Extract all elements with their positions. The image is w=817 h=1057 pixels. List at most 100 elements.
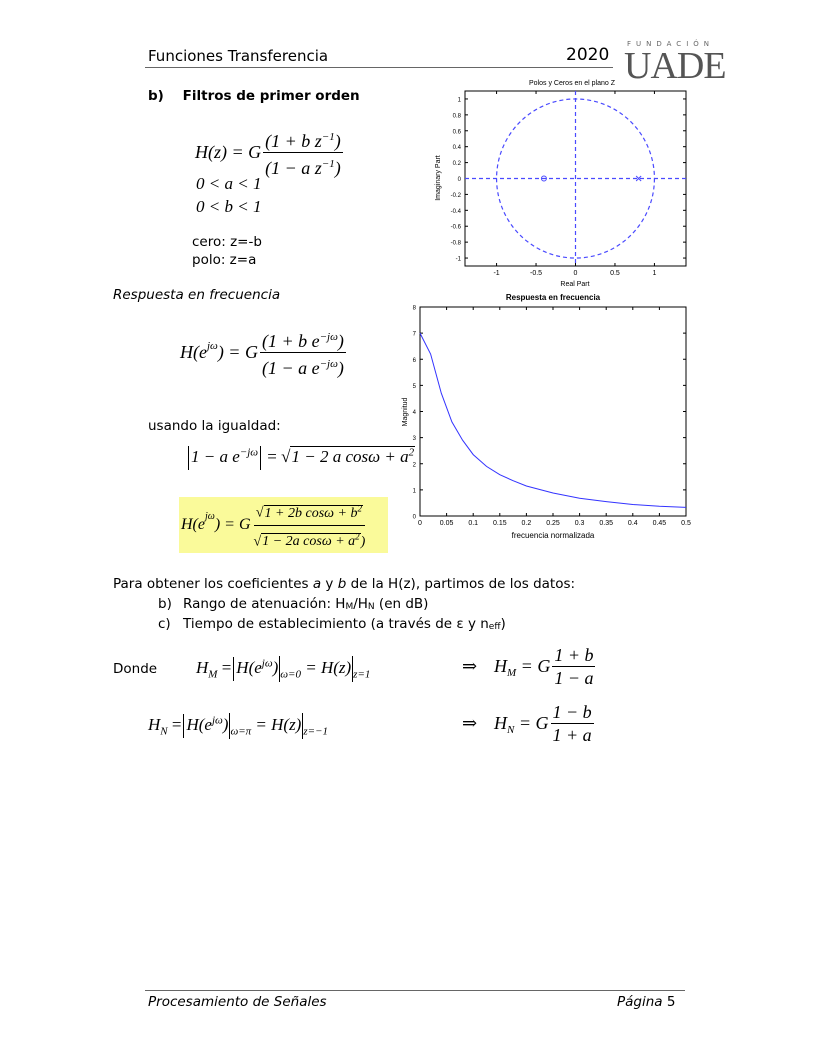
y-tick-label: 1 [413,488,417,494]
hejw-num: (1 + b e [261,331,320,351]
hn-lhs-sub: N [160,725,168,738]
freq-heading: Respuesta en frecuencia [113,287,281,303]
hn-res-sub: N [507,724,515,736]
list-text2: ) [500,616,506,632]
identity-lhs: 1 − a e [191,446,240,466]
section-label: b) [148,88,164,104]
hl-den-close: ) [360,534,366,550]
y-tick-label: 0.8 [453,113,462,119]
x-tick-label: 0.1 [468,520,478,527]
paragraph-b: b [337,576,347,592]
y-tick-label: 2 [413,462,417,468]
donde-label: Donde [113,661,158,677]
identity-equation: 1 − a e−jω = √1 − 2 a cosω + a2 [186,445,416,470]
chart1-xlabel: Real Part [560,281,589,288]
list-label: c) [158,616,171,632]
hejw-num-exp: −jω [319,331,338,343]
identity-rhs-exp: 2 [408,446,415,459]
logo-main: UADE [624,45,727,87]
paragraph-a: a [312,576,322,592]
hm-den: 1 − a [554,668,594,688]
header-year: 2020 [566,45,610,65]
zero-label: cero: z=-b [192,234,262,250]
paragraph-mid: y [321,576,338,592]
footer-rule [145,990,685,991]
hz-num-exp: −1 [321,131,335,143]
logo-top: FUNDACIÓN [626,40,715,48]
pole-zero-chart: Polos y Ceros en el plano Z Real Part Im… [435,80,687,288]
identity-rhs: 1 − 2 a cosω + a [291,446,409,466]
identity-eq: = [267,446,277,466]
hm-mid: H(e [236,657,262,677]
hejw-num-close: ) [337,331,344,351]
x-tick-label: 0.4 [628,520,638,527]
hm-eval: ω=0 [280,668,301,681]
hm-res-eq: = G [520,656,551,676]
hm-lhs: H [196,657,209,677]
list-text2: /H [353,596,368,612]
hn-num: 1 − b [550,702,594,724]
list-label: b) [158,596,172,612]
hz-num-close: ) [334,131,341,151]
magnitude-line [419,332,687,508]
pole-label: polo: z=a [192,252,257,268]
hejw-fraction: (1 + b e−jω) (1 − a e−jω) [259,326,346,379]
footer-left: Procesamiento de Señales [148,994,327,1010]
hm-equation: HM = H(ejω) ω=0 = H(z) z=1 [196,656,370,682]
hl-den-exp: 2 [355,531,360,542]
x-tick-label: 0.3 [575,520,585,527]
y-tick-label: -0.8 [451,241,462,247]
x-tick-label: 1 [652,270,656,277]
hz-num: (1 + b z [265,131,322,151]
paragraph: Para obtener los coeficientes a y b de l… [113,576,575,592]
list-text3: (en dB) [374,596,429,612]
hz-equation: H(z) = G (1 + b z−1) (1 − a z−1) [195,126,345,179]
hejw-den-close: ) [337,358,344,378]
chart1-title: Polos y Ceros en el plano Z [529,80,616,87]
hn-eval2: z=−1 [303,725,328,738]
hn-eq2: = H(z) [255,714,302,734]
hz-den: (1 − a z [265,158,322,178]
list-text: Rango de atenuación: H [183,596,346,612]
x-tick-label: 0.25 [546,520,560,527]
hz-den-exp: −1 [321,158,335,170]
hm-mid-close: ) [272,657,279,677]
x-tick-label: -0.5 [530,270,542,277]
hl-lhs-close: ) = G [214,516,251,533]
y-tick-label: 0.2 [453,161,462,167]
x-tick-label: 0.35 [599,520,613,527]
hl-num: 1 + 2b cosω + b [264,505,358,521]
plot-area [419,306,687,517]
y-tick-label: -0.4 [451,209,462,215]
y-tick-label: 4 [413,410,417,416]
hn-equation: HN = H(ejω) ω=π = H(z) z=−1 [148,713,328,739]
chart2-title: Respuesta en frecuencia [506,293,601,302]
sub-m: M [345,602,354,612]
hejw-den: (1 − a e [261,358,320,378]
hm-eq: = [221,657,232,677]
hn-res: H [494,713,507,733]
section-heading: b) Filtros de primer orden [148,88,360,104]
y-tick-label: 0.6 [453,129,462,135]
hn-den: 1 + a [552,725,592,745]
hn-mid: H(e [186,714,212,734]
hejw-den-exp: −jω [319,358,338,370]
header-title: Funciones Transferencia [148,47,329,65]
frequency-response-chart: Respuesta en frecuencia frecuencia norma… [402,293,691,540]
hejw-lhs: H(e [180,342,207,362]
hn-eq: = [171,714,182,734]
hm-res: H [494,656,507,676]
x-tick-label: 0.5 [681,520,691,527]
condition-b: 0 < b < 1 [196,197,262,216]
page-label: Página [617,994,663,1010]
highlighted-equation: H(e jω) = G √1 + 2b cosω + b2 √1 − 2a cos… [179,497,388,553]
y-tick-label: 0 [458,177,462,183]
chart2-xlabel: frecuencia normalizada [512,531,595,540]
x-tick-label: 0 [418,520,422,527]
identity-lhs-exp: −jω [239,446,259,459]
uade-logo: FUNDACIÓN UADE [624,40,727,87]
hl-lhs-exp: jω [204,511,215,522]
